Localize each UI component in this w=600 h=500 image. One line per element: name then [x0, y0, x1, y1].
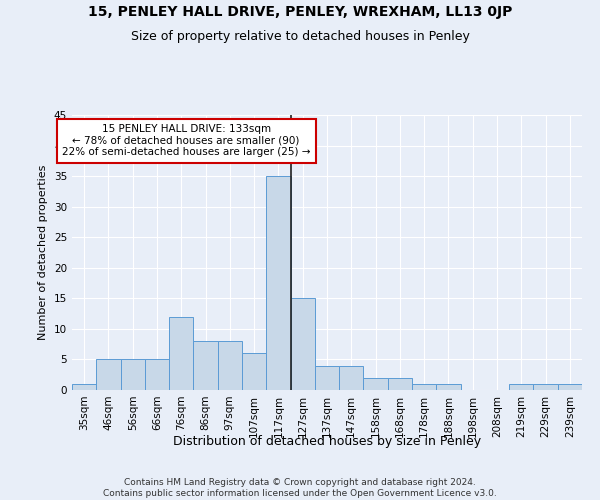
Bar	[242, 354, 266, 390]
Bar	[169, 316, 193, 390]
Bar	[339, 366, 364, 390]
Bar	[193, 341, 218, 390]
Bar	[509, 384, 533, 390]
Bar	[266, 176, 290, 390]
Bar	[290, 298, 315, 390]
Bar	[533, 384, 558, 390]
Text: Size of property relative to detached houses in Penley: Size of property relative to detached ho…	[131, 30, 469, 43]
Bar	[315, 366, 339, 390]
Text: 15, PENLEY HALL DRIVE, PENLEY, WREXHAM, LL13 0JP: 15, PENLEY HALL DRIVE, PENLEY, WREXHAM, …	[88, 5, 512, 19]
Bar	[145, 360, 169, 390]
Bar	[72, 384, 96, 390]
Bar	[218, 341, 242, 390]
Bar	[96, 360, 121, 390]
Text: 15 PENLEY HALL DRIVE: 133sqm
← 78% of detached houses are smaller (90)
22% of se: 15 PENLEY HALL DRIVE: 133sqm ← 78% of de…	[62, 124, 310, 158]
Bar	[364, 378, 388, 390]
Y-axis label: Number of detached properties: Number of detached properties	[38, 165, 49, 340]
Bar	[121, 360, 145, 390]
Text: Distribution of detached houses by size in Penley: Distribution of detached houses by size …	[173, 435, 481, 448]
Bar	[558, 384, 582, 390]
Text: Contains HM Land Registry data © Crown copyright and database right 2024.
Contai: Contains HM Land Registry data © Crown c…	[103, 478, 497, 498]
Bar	[388, 378, 412, 390]
Bar	[412, 384, 436, 390]
Bar	[436, 384, 461, 390]
